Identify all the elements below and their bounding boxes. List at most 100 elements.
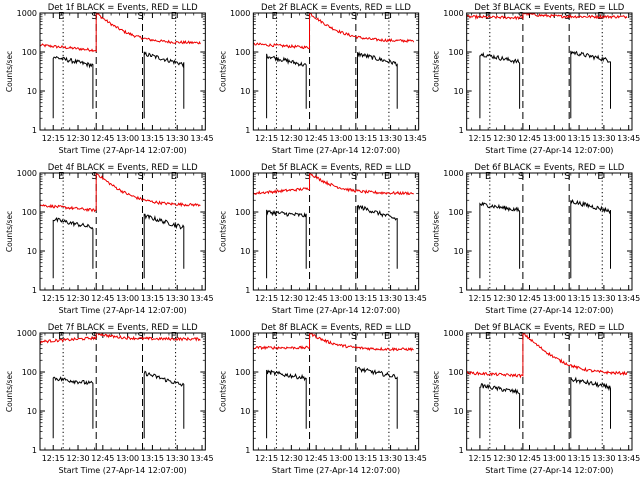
x-tick-label: 12:15: [255, 294, 278, 303]
x-tick-label: 12:15: [255, 454, 278, 463]
y-tick-label: 100: [448, 368, 463, 377]
x-tick-label: 13:00: [329, 134, 352, 143]
time-marker-label: E: [171, 11, 177, 22]
x-tick-label: 12:45: [91, 294, 114, 303]
x-axis-label: Start Time (27-Apr-14 12:07:00): [272, 466, 400, 475]
x-tick-label: 13:15: [568, 454, 591, 463]
y-tick-label: 1: [245, 126, 250, 135]
time-marker-label: S: [305, 11, 311, 22]
events-rate-line: [570, 50, 611, 119]
y-axis-label: Counts/sec: [432, 51, 441, 92]
y-tick-label: 100: [235, 368, 250, 377]
x-tick-label: 13:15: [354, 454, 377, 463]
panel-title: Det 2f BLACK = Events, RED = LLD: [261, 3, 411, 13]
panel-title: Det 4f BLACK = Events, RED = LLD: [48, 163, 198, 173]
y-tick-label: 1000: [17, 169, 37, 178]
lld-rate-line: [40, 13, 97, 53]
x-tick-label: 12:45: [518, 134, 541, 143]
x-tick-label: 13:15: [141, 294, 164, 303]
y-tick-label: 10: [27, 247, 37, 256]
panel-title: Det 3f BLACK = Events, RED = LLD: [474, 3, 624, 13]
x-tick-label: 12:15: [42, 294, 65, 303]
y-tick-label: 1: [32, 286, 37, 295]
y-tick-label: 1000: [17, 329, 37, 338]
x-tick-label: 12:15: [468, 134, 491, 143]
lld-rate-line: [522, 333, 628, 377]
time-marker-label: E: [171, 171, 177, 182]
events-rate-line: [266, 53, 307, 119]
x-tick-label: 13:30: [379, 294, 402, 303]
x-tick-label: 13:15: [568, 294, 591, 303]
y-tick-label: 10: [453, 407, 463, 416]
lld-rate-line: [253, 13, 310, 50]
time-marker-label: S: [351, 331, 357, 342]
plot-frame: [252, 172, 420, 291]
y-tick-label: 100: [22, 368, 37, 377]
y-tick-label: 1: [459, 126, 464, 135]
y-tick-label: 10: [453, 247, 463, 256]
time-marker-label: S: [564, 331, 570, 342]
x-tick-label: 13:00: [116, 294, 139, 303]
x-tick-label: 12:30: [493, 134, 516, 143]
y-tick-label: 100: [235, 208, 250, 217]
lld-rate-line: [522, 13, 628, 20]
y-tick-label: 1: [32, 126, 37, 135]
detector-panel: Det 8f BLACK = Events, RED = LLD Start Ti…: [218, 323, 427, 475]
detector-panel: Det 3f BLACK = Events, RED = LLD Start Ti…: [432, 3, 640, 155]
x-tick-label: 13:30: [379, 454, 402, 463]
time-marker-label: S: [138, 171, 144, 182]
lld-rate-line: [466, 13, 524, 21]
x-tick-label: 12:15: [42, 454, 65, 463]
x-tick-label: 12:45: [305, 294, 328, 303]
panel-title: Det 8f BLACK = Events, RED = LLD: [261, 323, 411, 333]
x-tick-label: 13:45: [617, 294, 640, 303]
plot-frame: [466, 172, 633, 291]
x-tick-label: 12:30: [66, 454, 89, 463]
x-tick-label: 12:45: [91, 454, 114, 463]
lld-rate-line: [466, 333, 524, 379]
time-marker-label: E: [384, 11, 390, 22]
x-tick-label: 12:15: [468, 454, 491, 463]
plot-frame: [39, 172, 206, 291]
y-tick-label: 1: [245, 286, 250, 295]
x-tick-label: 12:30: [66, 294, 89, 303]
y-tick-label: 10: [27, 87, 37, 96]
panel-title: Det 6f BLACK = Events, RED = LLD: [474, 163, 624, 173]
y-axis-label: Counts/sec: [5, 371, 14, 412]
lld-rate-line: [253, 333, 310, 351]
x-tick-label: 13:00: [116, 134, 139, 143]
x-tick-label: 13:30: [592, 294, 615, 303]
y-tick-label: 1: [459, 286, 464, 295]
time-marker-label: E: [271, 11, 277, 22]
panel-title: Det 1f BLACK = Events, RED = LLD: [48, 3, 198, 13]
x-tick-label: 13:00: [543, 134, 566, 143]
time-marker-label: E: [271, 331, 277, 342]
y-tick-label: 1000: [230, 169, 250, 178]
y-tick-label: 10: [453, 87, 463, 96]
y-tick-label: 1000: [443, 329, 463, 338]
events-rate-line: [357, 204, 398, 279]
x-tick-label: 13:30: [592, 134, 615, 143]
x-axis-label: Start Time (27-Apr-14 12:07:00): [59, 306, 187, 315]
time-marker-label: S: [351, 171, 357, 182]
x-tick-label: 13:15: [141, 454, 164, 463]
y-tick-label: 10: [27, 407, 37, 416]
x-tick-label: 13:45: [190, 454, 213, 463]
detector-panel: Det 9f BLACK = Events, RED = LLD Start Ti…: [432, 323, 640, 475]
lld-rate-line: [95, 173, 201, 208]
x-tick-label: 13:30: [166, 454, 189, 463]
x-tick-label: 12:15: [42, 134, 65, 143]
x-tick-label: 13:45: [404, 134, 427, 143]
y-tick-label: 100: [235, 48, 250, 57]
time-marker-label: S: [564, 171, 570, 182]
y-axis-label: Counts/sec: [218, 371, 227, 412]
y-tick-label: 1: [245, 446, 250, 455]
time-marker-label: E: [485, 331, 491, 342]
time-marker-label: S: [518, 171, 524, 182]
time-marker-label: E: [384, 171, 390, 182]
lld-rate-line: [309, 333, 414, 352]
time-marker-label: E: [271, 171, 277, 182]
detector-panel: Det 4f BLACK = Events, RED = LLD Start Ti…: [5, 163, 214, 315]
x-tick-label: 13:45: [404, 454, 427, 463]
